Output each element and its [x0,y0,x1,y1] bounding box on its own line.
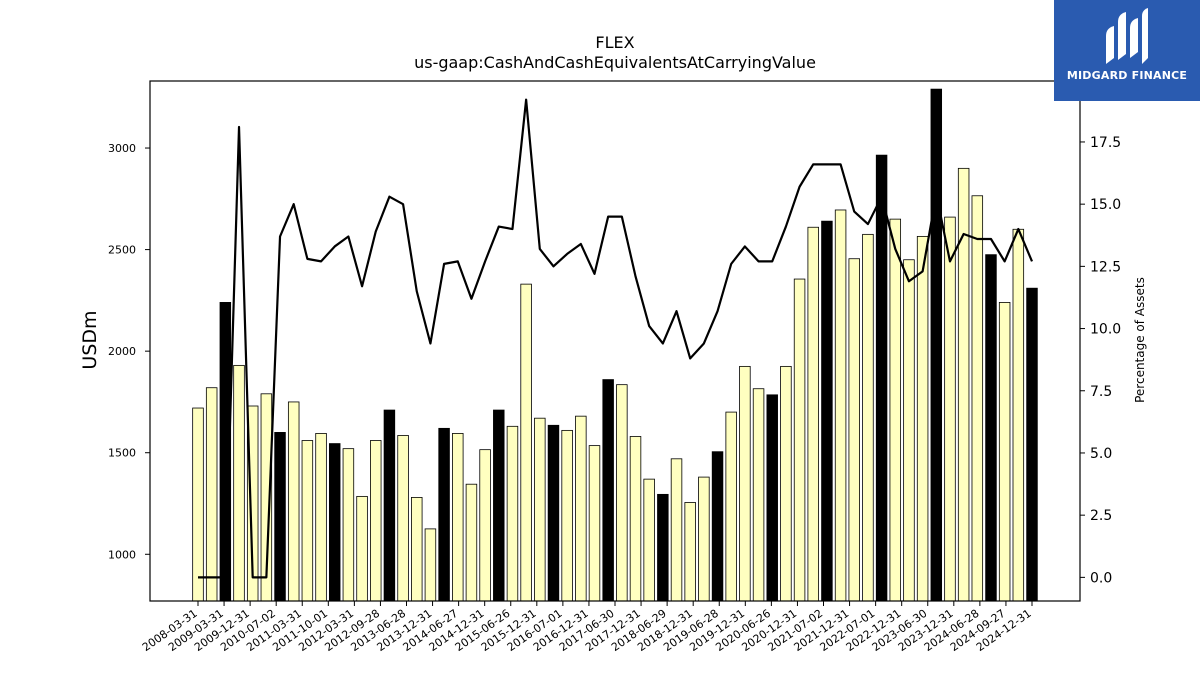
bar [629,436,642,602]
y2-tick-label: 0.0 [1090,570,1112,586]
bar [1012,228,1025,602]
y2-tick-label: 10.0 [1090,322,1121,338]
percent-line-group [198,98,1034,579]
bar [616,384,628,602]
bar [670,458,683,602]
bar [274,432,286,602]
bar [575,415,587,602]
y2-axis-ticks: 0.0 2.5 5.0 7.5 10.0 12.5 15.0 17.5 [1080,135,1121,586]
bar [342,448,355,602]
bar [930,88,943,602]
brand-name: MIDGARD FINANCE [1066,69,1188,82]
percent-of-assets-line [198,98,1034,579]
bar [370,440,382,602]
bar [287,401,300,602]
bar [739,365,751,602]
y-tick-label: 2500 [108,244,136,257]
plot-frame [149,80,1081,602]
bar [602,379,614,602]
y2-tick-label: 7.5 [1090,384,1112,400]
bar [534,417,546,602]
bar [752,388,765,602]
bar [411,497,423,602]
y-tick-label: 2000 [108,345,136,358]
bar [903,259,915,602]
bar [1026,287,1038,602]
bar [944,216,956,602]
x-axis-ticks: 2008-03-312009-03-312009-12-312010-07-02… [140,601,1034,654]
bar [834,209,847,602]
bar [520,283,532,602]
y-axis-ticks: 1000 1500 2000 2500 3000 [108,142,150,561]
bar [452,433,464,602]
bar [588,445,601,602]
bar [561,429,573,602]
bar [328,443,341,602]
bar [205,387,218,602]
y2-tick-label: 17.5 [1090,135,1121,151]
bar [424,528,437,602]
bar [780,365,792,602]
bar [684,502,696,602]
brand-logo: MIDGARD FINANCE [1054,0,1200,101]
bar [657,493,669,602]
bar [889,218,902,602]
bar [725,411,737,602]
y2-tick-label: 15.0 [1090,197,1121,213]
bar [643,478,655,602]
y-tick-label: 1500 [108,447,136,460]
y2-tick-label: 2.5 [1090,508,1112,524]
bar [192,407,204,602]
chart-subtitle: us-gaap:CashAndCashEquivalentsAtCarrying… [414,53,816,72]
bar [793,278,806,602]
bar [848,258,860,602]
bar [875,154,888,602]
midgard-m-logo-icon [1106,8,1148,64]
y-axis-label: USDm [79,310,101,369]
y-tick-label: 1000 [108,548,136,561]
bar [506,425,519,602]
bar [711,451,724,602]
bar [397,435,409,602]
bar [971,195,984,602]
bar [233,364,245,602]
bar [916,235,929,602]
bar [315,433,327,602]
bar [479,449,491,602]
bar [985,254,997,602]
bar [547,424,560,602]
y2-tick-label: 12.5 [1090,259,1121,275]
bar [438,427,450,602]
bar [821,220,833,602]
bar [807,226,819,602]
bar [383,409,396,602]
chart-title: FLEX [595,33,634,52]
bar [493,409,505,602]
bar [766,394,778,602]
bar [862,233,874,602]
y2-axis-label: Percentage of Assets [1133,277,1147,403]
y2-tick-label: 5.0 [1090,446,1112,462]
bar [698,476,710,602]
bar [998,302,1011,602]
bar [301,440,314,602]
y-tick-label: 3000 [108,142,136,155]
bar [465,483,478,602]
bars-group [192,88,1038,602]
bar [356,495,368,602]
